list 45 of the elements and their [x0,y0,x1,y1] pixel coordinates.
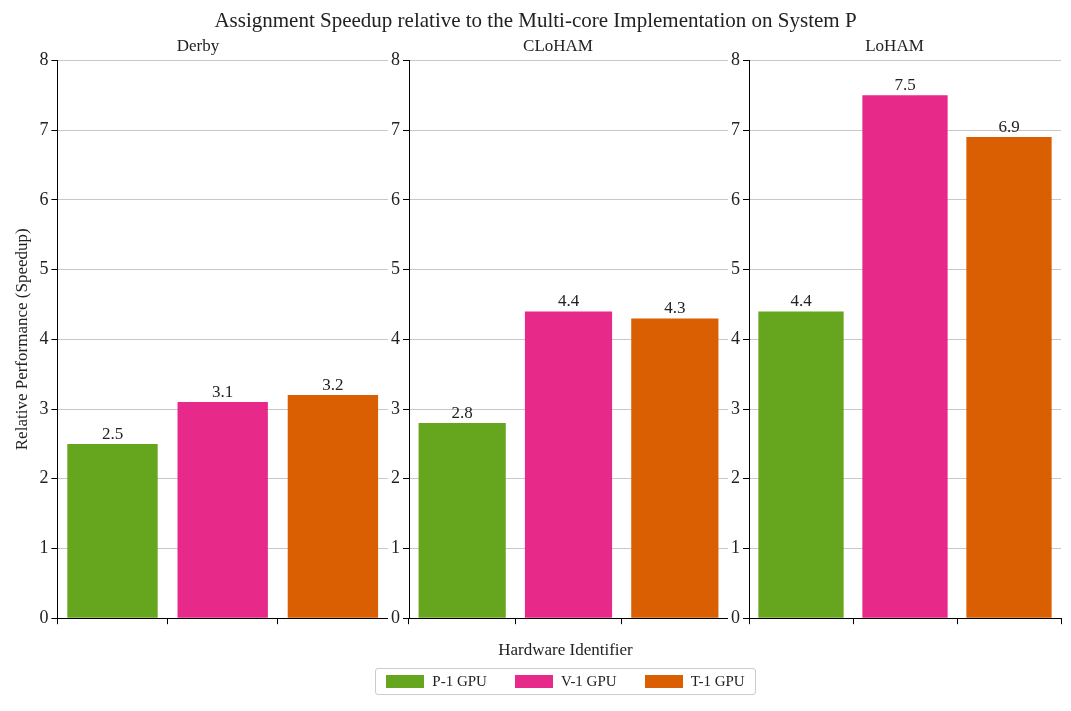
y-tick-label: 0 [391,606,400,627]
data-label: 4.3 [664,298,686,318]
y-tick-label: 6 [731,188,740,209]
y-tick-label: 1 [391,537,400,558]
data-label: 3.1 [212,382,234,402]
y-tick-label: 5 [731,258,740,279]
chart-subtitle: CLoHAM [523,35,593,55]
y-tick-label: 0 [731,606,740,627]
y-tick-label: 4 [39,328,49,349]
y-tick-label: 7 [391,118,400,139]
legend-label: V-1 GPU [560,673,617,690]
chart-subtitle: Derby [176,35,220,55]
text: Assignment Speedup relative to the Multi-core Implementation on System P [213,8,858,32]
chart-subtitle: LoHAM [865,35,924,55]
data-label: 4.4 [557,291,580,311]
y-tick-label: 5 [39,258,49,279]
y-tick-label: 6 [39,188,49,209]
y-tick-label: 3 [731,397,740,418]
x-axis-title: Hardware Identifier [497,640,634,660]
y-tick-label: 8 [391,49,400,70]
y-tick-label: 3 [391,397,400,418]
y-tick-label: 6 [391,188,400,209]
y-tick-label: 5 [391,258,400,279]
data-label: 7.5 [894,75,916,95]
y-tick-label: 2 [39,467,49,488]
y-tick-label: 8 [731,49,740,70]
legend-label: T-1 GPU [690,673,745,690]
data-label: 6.9 [998,117,1020,137]
y-tick-label: 2 [391,467,400,488]
y-tick-label: 4 [731,328,740,349]
y-tick-label: 0 [39,606,49,627]
y-tick-label: 7 [731,118,740,139]
data-label: 4.4 [790,291,813,311]
y-tick-label: 2 [731,467,740,488]
y-tick-label: 1 [39,537,49,558]
y-tick-label: 4 [391,328,400,349]
y-axis-title: Relative Performance (Speedup) [11,228,31,451]
data-label: 3.2 [322,375,344,395]
y-tick-label: 7 [39,118,49,139]
data-label: 2.5 [101,423,124,443]
data-label: 2.8 [451,402,473,422]
y-tick-label: 3 [39,397,49,418]
legend-label: P-1 GPU [432,673,487,690]
y-tick-label: 8 [39,49,49,70]
y-tick-label: 1 [731,537,740,558]
